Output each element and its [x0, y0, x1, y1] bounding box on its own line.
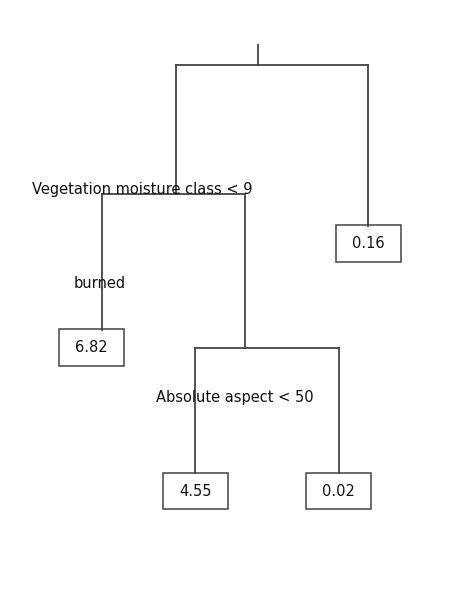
FancyBboxPatch shape — [306, 473, 372, 509]
Text: 4.55: 4.55 — [179, 484, 212, 499]
Text: Vegetation moisture class < 9: Vegetation moisture class < 9 — [32, 181, 253, 196]
Text: 0.02: 0.02 — [322, 484, 355, 499]
Text: Absolute aspect < 50: Absolute aspect < 50 — [156, 390, 314, 404]
FancyBboxPatch shape — [59, 329, 124, 366]
FancyBboxPatch shape — [336, 225, 401, 262]
Text: 6.82: 6.82 — [75, 340, 108, 355]
Text: 0.16: 0.16 — [352, 236, 385, 251]
Text: burned: burned — [74, 276, 126, 291]
FancyBboxPatch shape — [163, 473, 228, 509]
